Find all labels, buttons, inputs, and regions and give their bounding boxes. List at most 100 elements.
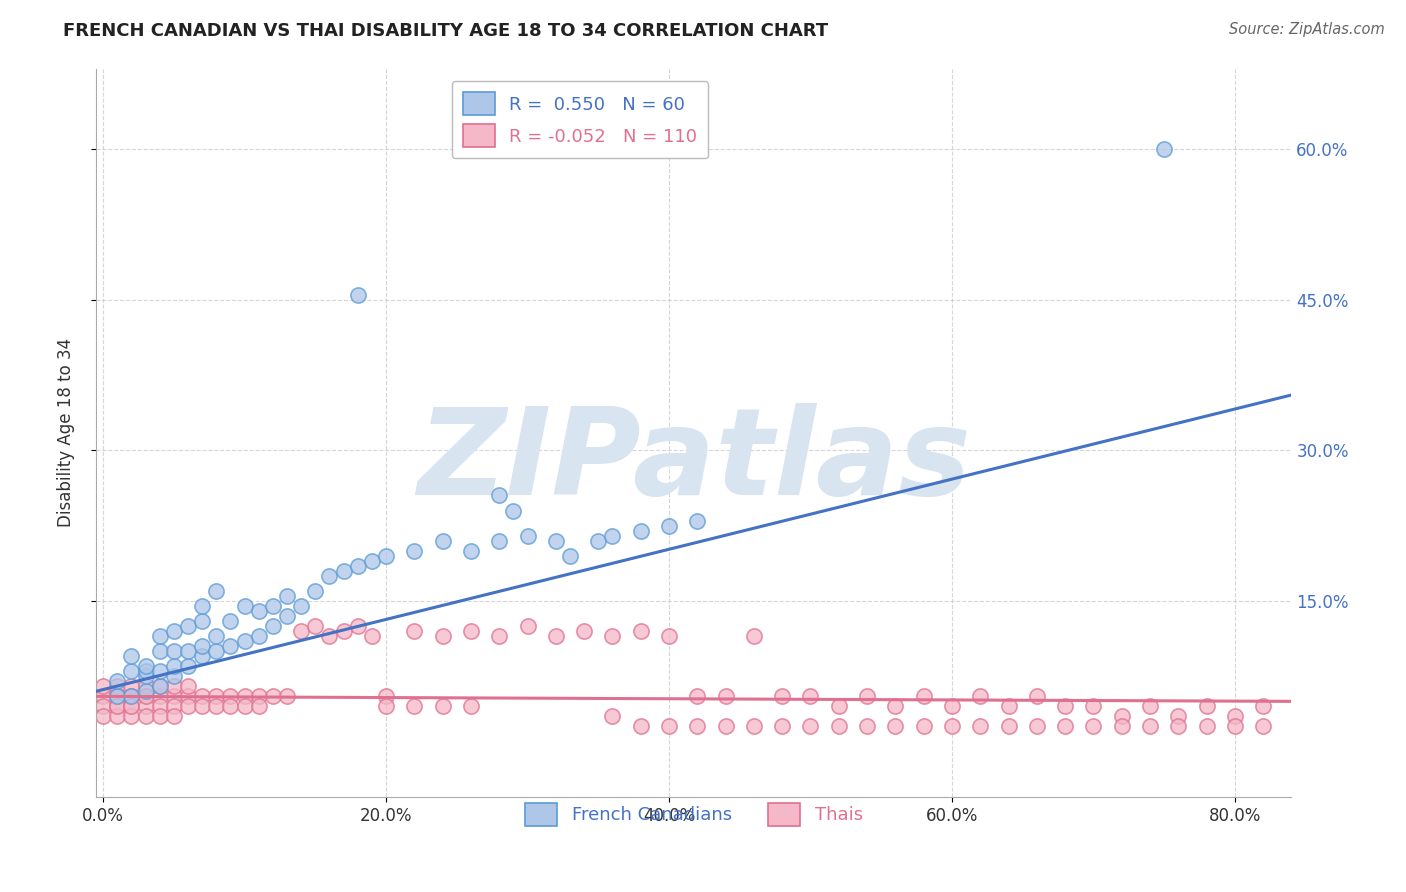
Point: [120, 699, 142, 714]
Point: [1251, 699, 1274, 714]
Point: [360, 554, 382, 568]
Point: [630, 624, 652, 638]
Point: [135, 684, 157, 698]
Point: [488, 629, 510, 643]
Point: [135, 690, 157, 704]
Point: [177, 679, 200, 693]
Point: [1139, 699, 1161, 714]
Point: [91, 679, 114, 693]
Point: [828, 719, 851, 733]
Point: [120, 690, 142, 704]
Point: [120, 664, 142, 678]
Point: [1167, 719, 1189, 733]
Point: [276, 690, 298, 704]
Point: [1139, 719, 1161, 733]
Point: [375, 699, 398, 714]
Point: [149, 709, 172, 723]
Point: [828, 699, 851, 714]
Point: [191, 639, 214, 653]
Point: [714, 690, 737, 704]
Point: [120, 649, 142, 664]
Point: [177, 699, 200, 714]
Point: [135, 690, 157, 704]
Point: [318, 629, 340, 643]
Point: [304, 583, 326, 598]
Point: [912, 719, 935, 733]
Point: [1111, 719, 1133, 733]
Point: [262, 599, 284, 613]
Point: [191, 614, 214, 628]
Point: [586, 533, 609, 548]
Point: [1111, 709, 1133, 723]
Point: [630, 719, 652, 733]
Point: [941, 719, 963, 733]
Point: [149, 690, 172, 704]
Point: [742, 719, 765, 733]
Point: [105, 690, 128, 704]
Point: [969, 690, 991, 704]
Point: [276, 609, 298, 624]
Point: [346, 558, 368, 573]
Point: [1054, 719, 1077, 733]
Point: [1167, 709, 1189, 723]
Point: [105, 690, 128, 704]
Point: [205, 690, 228, 704]
Point: [276, 589, 298, 603]
Point: [219, 614, 242, 628]
Point: [332, 624, 354, 638]
Point: [658, 629, 681, 643]
Point: [360, 629, 382, 643]
Point: [997, 719, 1019, 733]
Point: [488, 488, 510, 502]
Point: [135, 664, 157, 678]
Point: [191, 599, 214, 613]
Point: [799, 690, 821, 704]
Point: [219, 639, 242, 653]
Point: [1025, 719, 1047, 733]
Point: [404, 543, 426, 558]
Point: [572, 624, 595, 638]
Point: [404, 699, 426, 714]
Point: [105, 699, 128, 714]
Point: [135, 699, 157, 714]
Point: [799, 719, 821, 733]
Point: [120, 690, 142, 704]
Point: [346, 287, 368, 301]
Point: [163, 699, 186, 714]
Point: [912, 690, 935, 704]
Point: [969, 719, 991, 733]
Point: [91, 709, 114, 723]
Point: [135, 709, 157, 723]
Point: [460, 624, 482, 638]
Point: [163, 644, 186, 658]
Point: [233, 699, 256, 714]
Point: [205, 699, 228, 714]
Point: [941, 699, 963, 714]
Point: [191, 690, 214, 704]
Y-axis label: Disability Age 18 to 34: Disability Age 18 to 34: [58, 338, 75, 527]
Point: [346, 619, 368, 633]
Point: [262, 619, 284, 633]
Point: [149, 699, 172, 714]
Point: [602, 528, 624, 542]
Point: [884, 719, 907, 733]
Point: [602, 629, 624, 643]
Point: [205, 644, 228, 658]
Point: [149, 679, 172, 693]
Point: [884, 699, 907, 714]
Point: [630, 524, 652, 538]
Point: [135, 659, 157, 673]
Point: [997, 699, 1019, 714]
Point: [233, 634, 256, 648]
Point: [658, 719, 681, 733]
Point: [332, 564, 354, 578]
Point: [149, 629, 172, 643]
Point: [602, 709, 624, 723]
Point: [120, 679, 142, 693]
Point: [1083, 699, 1105, 714]
Point: [770, 719, 793, 733]
Point: [856, 690, 879, 704]
Point: [191, 699, 214, 714]
Point: [1223, 719, 1246, 733]
Point: [488, 533, 510, 548]
